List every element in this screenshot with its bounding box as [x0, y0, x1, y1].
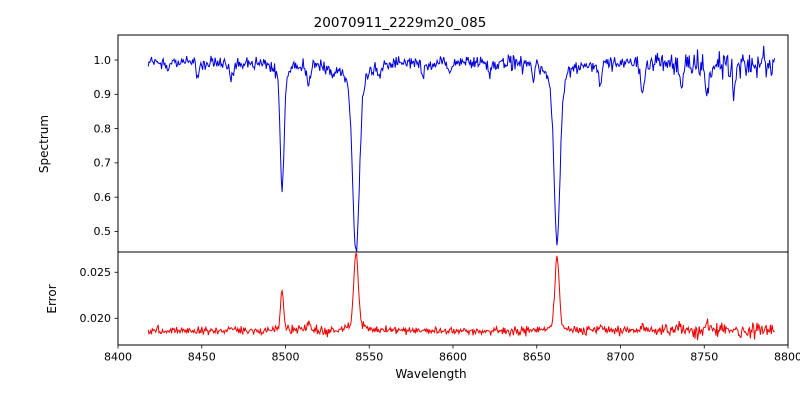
- spectrum-axes-frame: [117, 34, 789, 253]
- error-y-tick-label: 0.025: [80, 266, 112, 279]
- x-tick-label: 8550: [355, 351, 383, 364]
- x-tick-label: 8600: [439, 351, 467, 364]
- x-tick-label: 8400: [104, 351, 132, 364]
- spectrum-y-tick-label: 1.0: [94, 54, 112, 67]
- spectrum-y-tick-label: 0.9: [94, 88, 112, 101]
- x-tick-label: 8800: [774, 351, 800, 364]
- spectrum-y-tick-label: 0.7: [94, 157, 112, 170]
- plot-title: 20070911_2229m20_085: [314, 15, 487, 31]
- error-y-tick-label: 0.020: [80, 312, 112, 325]
- x-axis-label: Wavelength: [395, 367, 466, 381]
- x-tick-label: 8650: [523, 351, 551, 364]
- spectrum-y-tick-label: 0.5: [94, 225, 112, 238]
- spectrum-y-tick-label: 0.6: [94, 191, 112, 204]
- spectrum-series: [147, 45, 776, 252]
- y-axis-label-spectrum: Spectrum: [37, 115, 51, 173]
- x-tick-label: 8500: [272, 351, 300, 364]
- spectrum-y-tick-label: 0.8: [94, 122, 112, 135]
- x-tick-label: 8700: [607, 351, 635, 364]
- error-series: [147, 252, 775, 341]
- x-tick-label: 8450: [188, 351, 216, 364]
- x-tick-label: 8750: [690, 351, 718, 364]
- panels-group: 0.5 0.6 0.7 0.8 0.9 1.0 0.020 0.025 8400 8450 8500…: [80, 34, 800, 364]
- y-axis-label-error: Error: [45, 284, 59, 313]
